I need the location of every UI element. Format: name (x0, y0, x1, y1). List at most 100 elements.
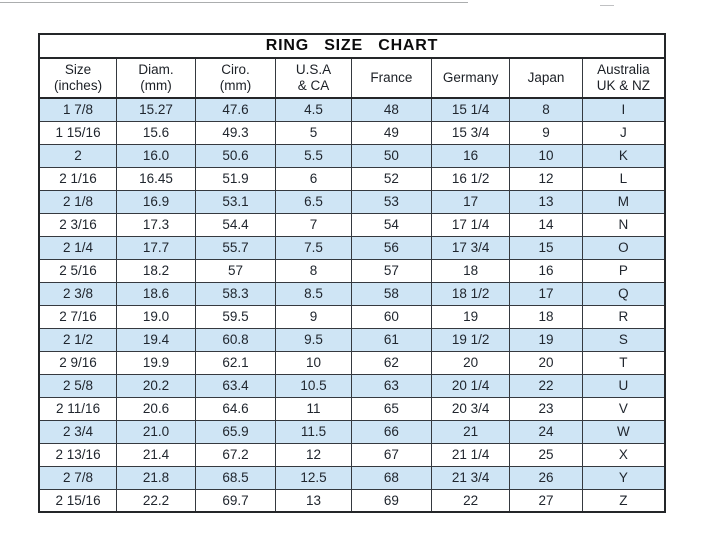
table-cell: 62 (350, 350, 432, 375)
table-cell: 55.7 (194, 235, 277, 260)
table-cell: 16.45 (116, 166, 196, 191)
table-row: 2 1/2 19.4 60.8 9.5 61 19 1/2 19 S (38, 327, 666, 352)
table-cell: 16 (430, 143, 511, 168)
column-header-ciro: Ciro. (mm) (194, 57, 277, 99)
table-cell: 22 (509, 373, 583, 398)
table-row: 2 1/16 16.45 51.9 6 52 16 1/2 12 L (38, 166, 666, 191)
table-cell: P (581, 258, 666, 283)
table-cell: 14 (509, 212, 583, 237)
table-cell: 19.0 (116, 304, 196, 329)
table-cell: 60.8 (194, 327, 277, 352)
table-cell: 10.5 (275, 373, 352, 398)
table-row: 2 7/8 21.8 68.5 12.5 68 21 3/4 26 Y (38, 465, 666, 490)
table-cell: 10 (509, 143, 583, 168)
table-row: 1 15/16 15.6 49.3 5 49 15 3/4 9 J (38, 120, 666, 145)
column-header-line1: France (370, 70, 413, 86)
table-cell: 9 (509, 120, 583, 145)
table-cell: 2 5/8 (38, 373, 118, 398)
table-cell: 12.5 (275, 465, 352, 490)
table-row: 2 15/16 22.2 69.7 13 69 22 27 Z (38, 488, 666, 513)
column-header-japan: Japan (509, 57, 583, 99)
table-cell: 2 1/16 (38, 166, 118, 191)
table-cell: 63 (350, 373, 432, 398)
table-cell: 7.5 (275, 235, 352, 260)
table-cell: 9.5 (275, 327, 352, 352)
table-cell: 16 (509, 258, 583, 283)
table-cell: 17 3/4 (430, 235, 511, 260)
table-cell: 13 (509, 189, 583, 214)
table-cell: 57 (350, 258, 432, 283)
table-cell: 17 1/4 (430, 212, 511, 237)
table-cell: 56 (350, 235, 432, 260)
table-cell: 21 1/4 (430, 442, 511, 467)
column-header-line1: Japan (527, 70, 565, 86)
table-cell: 23 (509, 396, 583, 421)
table-cell: 7 (275, 212, 352, 237)
table-cell: 16.0 (116, 143, 196, 168)
table-cell: 2 13/16 (38, 442, 118, 467)
table-cell: 2 7/16 (38, 304, 118, 329)
table-cell: 19.4 (116, 327, 196, 352)
table-cell: 17.3 (116, 212, 196, 237)
table-cell: 2 1/4 (38, 235, 118, 260)
table-cell: 20 (509, 350, 583, 375)
table-cell: 8 (509, 97, 583, 122)
table-cell: 8 (275, 258, 352, 283)
table-cell: O (581, 235, 666, 260)
table-cell: 47.6 (194, 97, 277, 122)
table-cell: 17 (430, 189, 511, 214)
table-cell: 2 1/2 (38, 327, 118, 352)
table-cell: 15 1/4 (430, 97, 511, 122)
table-cell: 60 (350, 304, 432, 329)
scan-artifact-line-small (600, 5, 614, 6)
ring-size-chart-table: RING SIZE CHART Size (inches) Diam. (mm)… (38, 33, 666, 513)
table-cell: 63.4 (194, 373, 277, 398)
table-cell: 2 15/16 (38, 488, 118, 513)
ring-size-chart: RING SIZE CHART Size (inches) Diam. (mm)… (38, 33, 666, 513)
table-cell: 66 (350, 419, 432, 444)
table-cell: 21.4 (116, 442, 196, 467)
table-cell: S (581, 327, 666, 352)
table-cell: N (581, 212, 666, 237)
table-cell: 6 (275, 166, 352, 191)
table-cell: 6.5 (275, 189, 352, 214)
table-cell: 18 (430, 258, 511, 283)
table-cell: 19 (430, 304, 511, 329)
table-cell: 22 (430, 488, 511, 513)
table-cell: L (581, 166, 666, 191)
column-header-line1: Ciro. (221, 62, 250, 78)
column-header-line2: & CA (297, 78, 330, 93)
column-header-line2: (mm) (219, 78, 252, 93)
table-cell: 2 7/8 (38, 465, 118, 490)
table-cell: 21.0 (116, 419, 196, 444)
table-cell: 13 (275, 488, 352, 513)
column-header-line1: U.S.A (295, 62, 332, 78)
table-cell: 1 15/16 (38, 120, 118, 145)
table-cell: 1 7/8 (38, 97, 118, 122)
table-cell: 58 (350, 281, 432, 306)
table-cell: 50.6 (194, 143, 277, 168)
column-header-france: France (350, 57, 432, 99)
page-title: RING SIZE CHART (38, 33, 666, 59)
table-cell: 22.2 (116, 488, 196, 513)
table-cell: 11.5 (275, 419, 352, 444)
table-cell: V (581, 396, 666, 421)
column-header-line1: Australia (597, 62, 650, 78)
table-row: 2 5/16 18.2 57 8 57 18 16 P (38, 258, 666, 283)
table-cell: 2 3/8 (38, 281, 118, 306)
table-row: 1 7/8 15.27 47.6 4.5 48 15 1/4 8 I (38, 97, 666, 122)
table-cell: 20 1/4 (430, 373, 511, 398)
table-cell: 2 9/16 (38, 350, 118, 375)
table-cell: 57 (194, 258, 277, 283)
table-row: 2 16.0 50.6 5.5 50 16 10 K (38, 143, 666, 168)
table-cell: 16.9 (116, 189, 196, 214)
table-cell: U (581, 373, 666, 398)
column-header-size: Size (inches) (38, 57, 118, 99)
table-cell: 18 1/2 (430, 281, 511, 306)
table-cell: 25 (509, 442, 583, 467)
table-cell: 64.6 (194, 396, 277, 421)
table-cell: 53 (350, 189, 432, 214)
table-body: 1 7/8 15.27 47.6 4.5 48 15 1/4 8 I 1 15/16 15.6 49… (38, 97, 666, 513)
table-cell: 17.7 (116, 235, 196, 260)
column-header-line1: Diam. (138, 62, 174, 78)
